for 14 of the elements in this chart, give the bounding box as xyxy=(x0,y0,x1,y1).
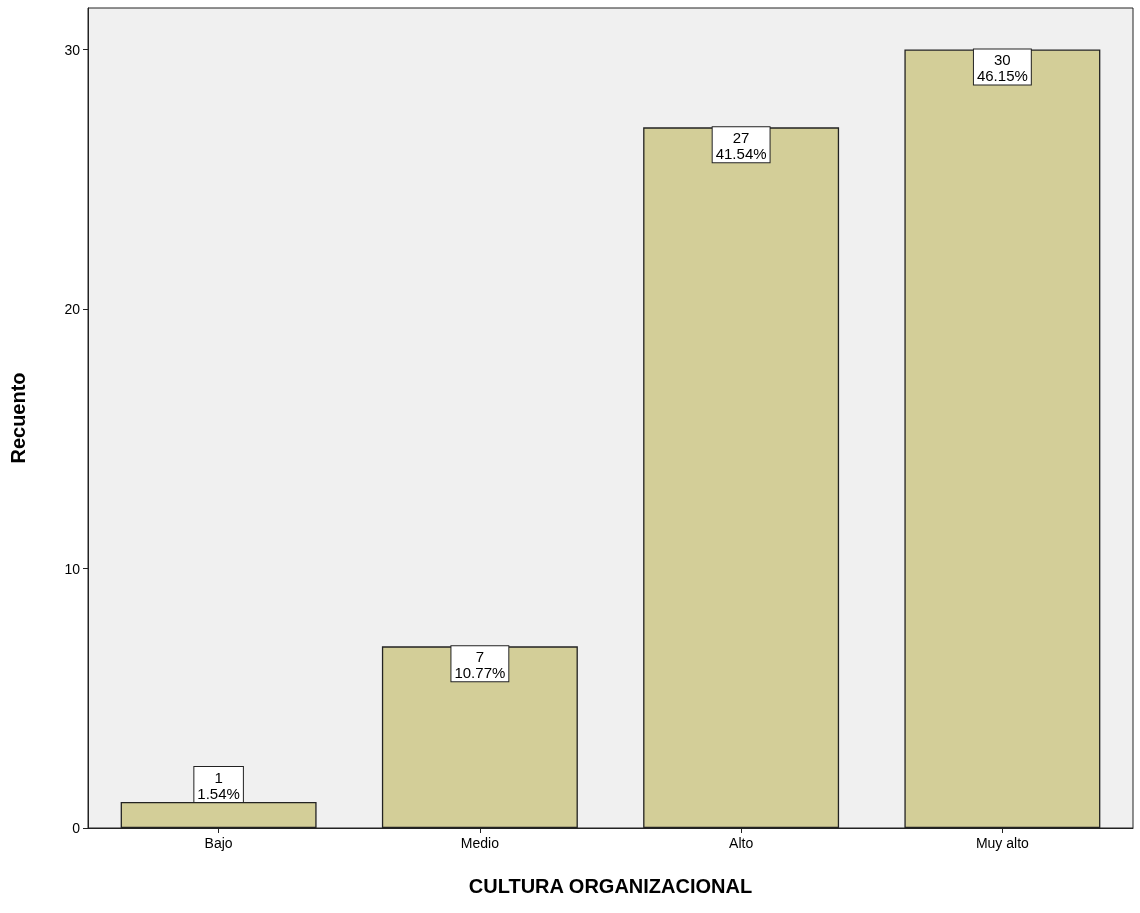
y-tick-label: 0 xyxy=(72,820,81,836)
data-label: 27 41.54% xyxy=(715,128,767,162)
y-tick-label: 10 xyxy=(64,560,81,577)
y-tick-label: 30 xyxy=(64,41,81,58)
x-tick-label: Medio xyxy=(460,835,500,851)
data-label: 30 46.15% xyxy=(976,51,1028,85)
x-axis-title: CULTURA ORGANIZACIONAL xyxy=(468,875,753,897)
data-label: 1 1.54% xyxy=(197,768,240,802)
x-tick-label: Alto xyxy=(729,835,754,851)
x-tick-label: Bajo xyxy=(204,835,233,851)
y-tick-label: 20 xyxy=(64,301,81,318)
x-tick-label: Muy alto xyxy=(975,835,1030,851)
y-axis-title: Recuento xyxy=(7,372,29,464)
data-label: 7 10.77% xyxy=(454,647,506,681)
